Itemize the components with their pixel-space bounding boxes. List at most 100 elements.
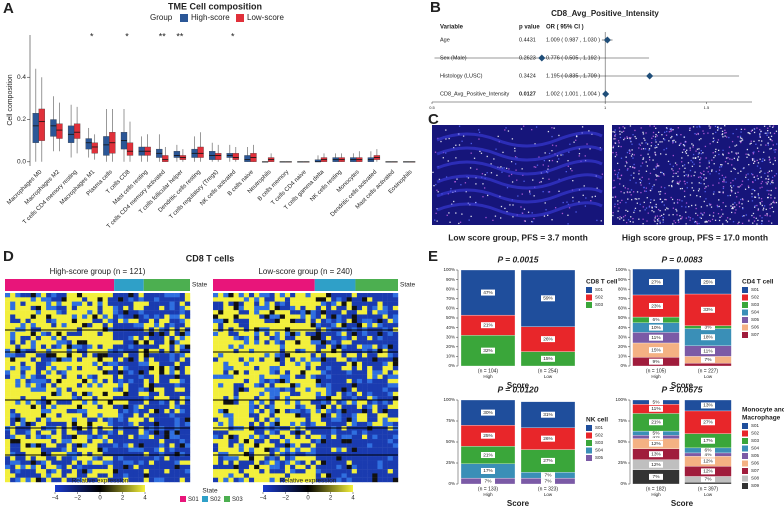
micrograph-speck <box>640 179 642 182</box>
micrograph-speck <box>508 168 510 170</box>
heatmap-texture <box>382 305 388 311</box>
heatmap-texture <box>112 340 119 345</box>
heatmap-texture <box>174 404 180 410</box>
micrograph-speck <box>718 173 720 175</box>
heatmap-texture <box>30 301 37 307</box>
heatmap-texture <box>228 374 234 380</box>
heatmap-texture <box>362 451 368 457</box>
heatmap-texture <box>46 318 52 324</box>
micrograph-speck <box>754 196 756 198</box>
heatmap-texture <box>15 353 21 358</box>
micrograph-speck <box>761 186 763 188</box>
micrograph-speck <box>642 157 645 159</box>
heatmap-texture <box>71 469 78 474</box>
heatmap-texture <box>87 301 93 307</box>
heatmap-texture <box>107 340 114 345</box>
heatmap-texture <box>290 421 296 427</box>
label-box <box>701 476 715 483</box>
heatmap-texture <box>315 331 322 337</box>
heatmap-texture <box>218 344 224 350</box>
micrograph-speck <box>654 136 657 138</box>
micrograph-speck <box>754 205 756 207</box>
heatmap-texture <box>213 434 219 440</box>
heatmap-texture <box>87 370 93 375</box>
heatmap-texture <box>143 396 150 401</box>
heatmap-texture <box>269 413 275 418</box>
heatmap-texture <box>372 374 378 380</box>
heatmap-texture <box>367 310 373 315</box>
heatmap-texture <box>159 323 165 328</box>
box <box>56 123 63 139</box>
micrograph-speck <box>486 194 489 197</box>
heatmap-texture <box>387 477 394 483</box>
heatmap-texture <box>228 430 234 435</box>
heatmap-texture <box>254 460 260 466</box>
heatmap-texture <box>82 400 88 405</box>
heatmap-texture <box>362 439 368 444</box>
heatmap-texture <box>279 404 286 410</box>
heatmap-texture <box>243 370 250 375</box>
heatmap-texture <box>228 293 234 298</box>
micrograph-speck <box>644 209 646 211</box>
heatmap-texture <box>82 335 88 341</box>
heatmap-texture <box>66 408 73 414</box>
heatmap-texture <box>118 434 124 440</box>
heatmap-texture <box>336 361 342 367</box>
heatmap-texture <box>66 439 73 444</box>
heatmap-texture <box>269 408 275 414</box>
heatmap-texture <box>248 293 255 298</box>
heatmap-texture <box>25 473 31 478</box>
micrograph-speck <box>741 222 744 225</box>
label-box <box>649 334 663 341</box>
heatmap-texture <box>290 383 296 388</box>
heatmap-texture <box>367 443 373 448</box>
heatmap-texture <box>159 473 165 478</box>
heatmap-texture <box>169 387 175 392</box>
heatmap-texture <box>320 383 327 388</box>
micrograph-speck <box>710 203 712 206</box>
heatmap-texture <box>264 348 270 354</box>
value-label: 11% <box>651 335 661 341</box>
heatmap-texture <box>30 314 37 319</box>
heatmap-texture <box>274 460 281 466</box>
heatmap-texture <box>331 293 337 298</box>
heatmap-texture <box>228 318 234 324</box>
heatmap-texture <box>233 340 239 345</box>
heatmap-texture <box>112 391 119 397</box>
heatmap-texture <box>264 318 270 324</box>
heatmap-texture <box>174 335 180 341</box>
heatmap-texture <box>46 348 52 354</box>
heatmap-texture <box>213 331 219 337</box>
chart-title: P = 0.0015 <box>497 254 538 264</box>
heatmap-texture <box>248 366 255 371</box>
heatmap-texture <box>290 335 296 341</box>
heatmap-texture <box>346 357 352 362</box>
heatmap-texture <box>66 378 73 384</box>
micrograph-speck <box>612 146 614 149</box>
micrograph-speck <box>475 201 477 204</box>
heatmap-texture <box>123 473 129 478</box>
heatmap-texture <box>341 318 347 324</box>
value-label: 25% <box>483 433 493 439</box>
heatmap-texture <box>61 439 67 444</box>
micrograph-speck <box>689 147 691 149</box>
micrograph-speck <box>690 159 692 162</box>
heatmap-texture <box>248 396 255 401</box>
heatmap-texture <box>320 370 327 375</box>
micrograph-speck <box>651 210 653 212</box>
heatmap-texture <box>20 344 26 350</box>
heatmap-texture <box>279 335 286 341</box>
micrograph-speck <box>573 141 575 143</box>
micrograph-speck <box>756 159 758 162</box>
heatmap-texture <box>269 477 275 483</box>
heatmap-texture <box>382 456 388 461</box>
heatmap-texture <box>336 331 342 337</box>
heatmap-texture <box>362 460 368 466</box>
micrograph-speck <box>752 222 754 224</box>
label-box <box>481 289 495 296</box>
micrograph-speck <box>723 179 725 181</box>
heatmap-texture <box>351 340 358 345</box>
micrograph-speck <box>761 160 764 162</box>
heatmap-texture <box>274 447 281 453</box>
heatmap-texture <box>382 357 388 362</box>
